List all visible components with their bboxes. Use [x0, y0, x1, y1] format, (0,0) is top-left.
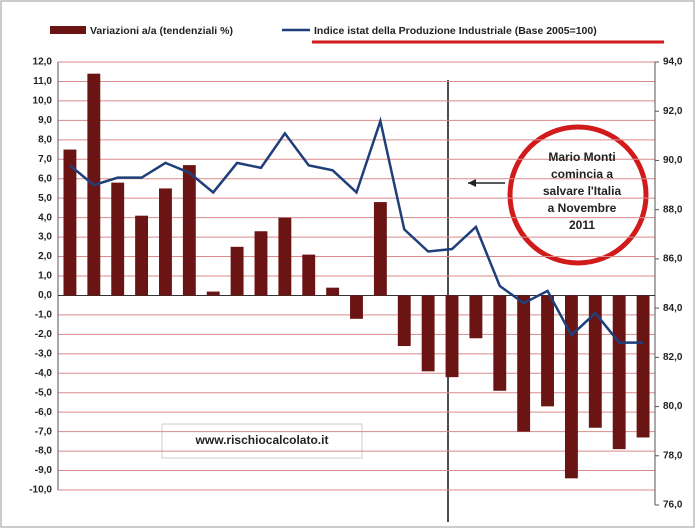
annotation-text: 2011	[569, 218, 595, 232]
bar	[517, 295, 531, 432]
annotation-text: a Novembre	[548, 201, 617, 215]
bar	[397, 295, 411, 347]
y-tick-label: 6,0	[38, 173, 52, 184]
y2-tick-label: 78,0	[663, 450, 683, 461]
bar	[469, 295, 483, 339]
bar	[278, 217, 292, 296]
y-tick-label: -1,0	[35, 310, 53, 321]
y2-tick-label: 80,0	[663, 401, 683, 412]
y-tick-label: 4,0	[38, 212, 52, 223]
y2-tick-label: 90,0	[663, 155, 683, 166]
y-tick-label: -4,0	[35, 368, 53, 379]
y-tick-label: 10,0	[33, 96, 53, 107]
bar	[326, 287, 340, 296]
bar	[588, 295, 602, 428]
y-tick-label: -9,0	[35, 465, 53, 476]
y-tick-label: 1,0	[38, 271, 52, 282]
bar	[373, 202, 387, 296]
y2-tick-label: 92,0	[663, 106, 683, 117]
arrow-head	[468, 179, 476, 187]
y-tick-label: 3,0	[38, 232, 52, 243]
bar	[254, 231, 268, 296]
y-tick-label: -2,0	[35, 329, 53, 340]
y2-tick-label: 94,0	[663, 57, 683, 68]
watermark-box	[161, 423, 363, 459]
y2-tick-label: 84,0	[663, 303, 683, 314]
bar	[421, 295, 435, 372]
legend-label: Variazioni a/a (tendenziali %)	[90, 25, 233, 37]
annotation-text: salvare l'Italia	[543, 184, 622, 198]
y-tick-label: -8,0	[35, 446, 53, 457]
annotation-text: Mario Monti	[548, 150, 615, 164]
watermark: www.rischiocalcolato.it	[195, 433, 329, 447]
y-tick-label: 12,0	[33, 57, 53, 68]
legend-label: Indice istat della Produzione Industrial…	[314, 25, 597, 37]
y-tick-label: 2,0	[38, 251, 52, 262]
bar	[206, 291, 220, 296]
y-tick-label: 7,0	[38, 154, 52, 165]
y-tick-label: -7,0	[35, 426, 53, 437]
bar	[159, 188, 172, 296]
bar	[493, 295, 507, 391]
y-tick-label: -10,0	[29, 485, 52, 496]
bar	[612, 295, 626, 450]
y2-tick-label: 88,0	[663, 204, 683, 215]
y-tick-label: 8,0	[38, 134, 52, 145]
bar	[63, 149, 77, 296]
bar	[541, 295, 554, 407]
y-tick-label: 5,0	[38, 193, 52, 204]
annotation-circle	[507, 124, 649, 266]
y-tick-label: 11,0	[33, 76, 52, 87]
annotation-text: comincia a	[551, 167, 613, 181]
y-tick-label: -5,0	[35, 387, 53, 398]
bar	[135, 215, 149, 296]
bar	[564, 295, 578, 479]
line	[69, 116, 644, 344]
bar	[182, 165, 196, 296]
y2-tick-label: 76,0	[663, 500, 683, 511]
bar	[350, 295, 363, 319]
y-tick-label: 9,0	[38, 115, 52, 126]
bar	[230, 246, 244, 296]
bar	[445, 295, 459, 378]
y-tick-label: 0,0	[38, 290, 52, 301]
y2-tick-label: 86,0	[663, 254, 683, 265]
legend-swatch	[50, 26, 86, 34]
bar	[111, 182, 125, 296]
y-tick-label: -3,0	[35, 348, 53, 359]
y2-tick-label: 82,0	[663, 352, 683, 363]
bar	[302, 254, 316, 296]
bar	[636, 295, 650, 438]
y-tick-label: -6,0	[35, 407, 53, 418]
